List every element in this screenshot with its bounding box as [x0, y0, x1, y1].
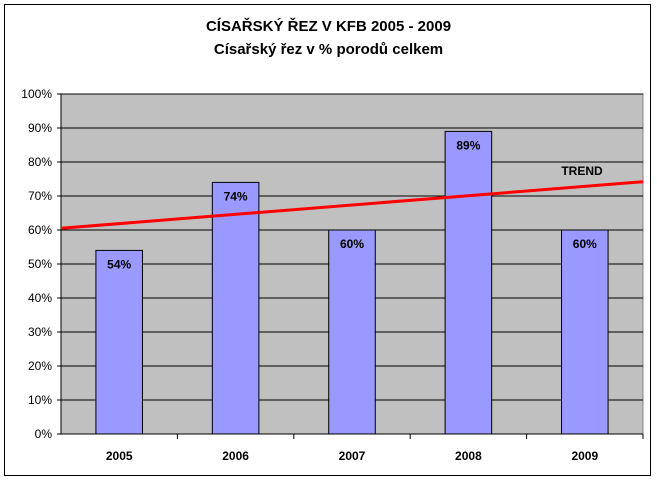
data-label: 60% [573, 237, 597, 251]
x-tick-label: 2009 [571, 449, 598, 463]
bar [328, 229, 376, 435]
bar [211, 181, 260, 435]
data-label: 74% [224, 189, 248, 203]
chart-title: CÍSAŘSKÝ ŘEZ V KFB 2005 - 2009 [205, 18, 452, 35]
y-tick-label: 90% [28, 121, 52, 135]
y-tick-label: 80% [28, 155, 52, 169]
x-tick-label: 2008 [455, 449, 482, 463]
bar [95, 249, 143, 435]
chart-subtitle: Císařský řez v % porodů celkem [213, 41, 444, 58]
y-tick-label: 100% [21, 87, 52, 101]
y-tick-label: 0% [35, 427, 53, 441]
data-label: 89% [456, 138, 480, 152]
x-tick-label: 2005 [106, 449, 133, 463]
data-label: 60% [340, 237, 364, 251]
bar [444, 130, 493, 435]
data-label: 54% [107, 257, 131, 271]
trend-label: TREND [561, 164, 603, 178]
trend-line [60, 180, 644, 230]
x-tick-label: 2006 [222, 449, 249, 463]
x-tick-label: 2007 [339, 449, 366, 463]
y-tick-label: 30% [28, 325, 52, 339]
y-tick-label: 20% [28, 359, 52, 373]
y-tick-label: 70% [28, 189, 52, 203]
y-tick-label: 60% [28, 223, 52, 237]
y-tick-label: 50% [28, 257, 52, 271]
bar [561, 229, 609, 435]
y-tick-label: 10% [28, 393, 52, 407]
y-tick-label: 40% [28, 291, 52, 305]
